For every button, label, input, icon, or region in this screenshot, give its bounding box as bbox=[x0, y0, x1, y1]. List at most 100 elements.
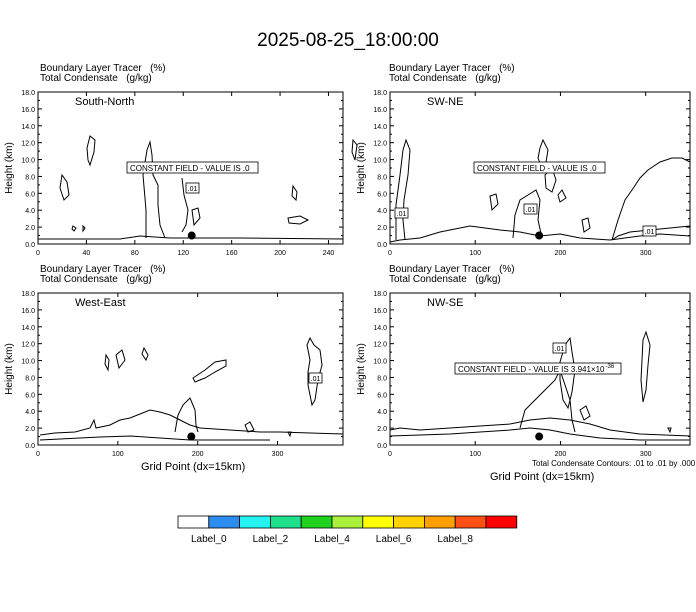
panel-4-tracer-label: Boundary Layer Tracer (%) bbox=[389, 264, 515, 275]
ytick-label: 4.0 bbox=[377, 208, 387, 215]
contour-label-box bbox=[308, 372, 323, 384]
ytick-label: 6.0 bbox=[377, 191, 387, 198]
contour-note: Total Condensate Contours: .01 to .01 by… bbox=[532, 459, 696, 468]
contour-label: .01 bbox=[308, 372, 323, 384]
xtick-label: 200 bbox=[274, 250, 286, 257]
xtick-label: 300 bbox=[640, 451, 652, 458]
p2-right-cloud bbox=[611, 157, 691, 241]
ytick-label: 12.0 bbox=[373, 342, 387, 349]
ytick-label: 6.0 bbox=[25, 191, 35, 198]
xtick-label: 300 bbox=[640, 250, 652, 257]
ytick-label: 16.0 bbox=[373, 107, 387, 114]
xtick-label: 200 bbox=[555, 250, 567, 257]
colorbar-cell bbox=[423, 515, 456, 529]
ytick-label: 14.0 bbox=[21, 124, 35, 131]
panel-4: 0.0 2.0 4.0 6.0 8.0 10.0 12.0 14.0 16.0 18.0 0 100 2… bbox=[356, 291, 691, 458]
panel-2-tracer-label: Boundary Layer Tracer (%) bbox=[389, 63, 515, 74]
ytick-label: 18.0 bbox=[373, 90, 387, 97]
p3-cell-c bbox=[141, 346, 149, 362]
constant-field-text: CONSTANT FIELD - VALUE IS .0 bbox=[477, 164, 597, 173]
ytick-label: 8.0 bbox=[25, 375, 35, 382]
contour-lines bbox=[38, 135, 691, 441]
panel-3-frame bbox=[37, 292, 344, 446]
p2-cell-e bbox=[489, 193, 499, 212]
ytick-label: 12.0 bbox=[21, 141, 35, 148]
contour-label-text: .01 bbox=[188, 186, 198, 193]
p2-central bbox=[512, 189, 543, 239]
colorbar-cell bbox=[331, 515, 364, 529]
p2-left-tower bbox=[395, 138, 411, 241]
contour-label: .01 bbox=[394, 207, 409, 219]
p4-mid-line bbox=[389, 427, 690, 441]
contour-label-box bbox=[642, 225, 657, 237]
panel-3-location-marker bbox=[187, 432, 196, 441]
ytick-label: 10.0 bbox=[373, 359, 387, 366]
constant-field-text: CONSTANT FIELD - VALUE IS 3.941×10 bbox=[458, 365, 605, 374]
colorbar-cell bbox=[177, 515, 210, 529]
colorbar-cell bbox=[208, 515, 241, 529]
panel-4-contours bbox=[389, 330, 691, 441]
panel-1-constant-field-box: CONSTANT FIELD - VALUE IS .0 bbox=[126, 161, 259, 174]
colorbar-label: Label_2 bbox=[253, 534, 289, 545]
ytick-label: 14.0 bbox=[373, 325, 387, 332]
p2-cell-f bbox=[581, 217, 591, 233]
p3-cell-a bbox=[104, 353, 110, 372]
contour-label: .01 bbox=[185, 182, 200, 194]
contour-label-box bbox=[552, 342, 567, 354]
ytick-label: 16.0 bbox=[21, 308, 35, 315]
xtick-label: 0 bbox=[36, 250, 40, 257]
ytick-label: 0.0 bbox=[25, 443, 35, 450]
contour-label-text: .01 bbox=[526, 207, 536, 214]
panel-4-location-marker bbox=[535, 432, 544, 441]
colorbar-cell bbox=[454, 515, 487, 529]
panel-2: 0.0 2.0 4.0 6.0 8.0 10.0 12.0 14.0 16.0 18.0 0 100 2… bbox=[356, 90, 691, 257]
p1-ground-line bbox=[38, 235, 344, 240]
p2-ground-line bbox=[389, 225, 691, 243]
ytick-label: 0.0 bbox=[25, 242, 35, 249]
constant-field-text: CONSTANT FIELD - VALUE IS .0 bbox=[130, 164, 250, 173]
ytick-label: 8.0 bbox=[377, 375, 387, 382]
colorbar-label: Label_4 bbox=[314, 534, 350, 545]
ytick-label: 10.0 bbox=[21, 158, 35, 165]
panel-2-name: SW-NE bbox=[427, 96, 463, 108]
contour-label: .01 bbox=[523, 203, 538, 215]
ytick-label: 18.0 bbox=[21, 291, 35, 298]
panel-4-ylabel: Height (km) bbox=[356, 343, 367, 395]
panel-4-condensate-label: Total Condensate (g/kg) bbox=[389, 274, 501, 285]
ytick-label: 4.0 bbox=[25, 409, 35, 416]
p1-cell-e bbox=[291, 184, 298, 202]
p2-cell-g bbox=[557, 189, 567, 203]
constant-field-exponent: -36 bbox=[606, 364, 615, 370]
contour-label: .01 bbox=[552, 342, 567, 354]
ytick-label: 0.0 bbox=[377, 443, 387, 450]
ytick-label: 12.0 bbox=[373, 141, 387, 148]
p3-cell-g bbox=[287, 431, 292, 438]
panel-1-condensate-label: Total Condensate (g/kg) bbox=[40, 73, 152, 84]
p4-central bbox=[519, 368, 576, 433]
ytick-label: 18.0 bbox=[373, 291, 387, 298]
xtick-label: 100 bbox=[112, 451, 124, 458]
contour-label-box bbox=[394, 207, 409, 219]
colorbar-label: Label_8 bbox=[437, 534, 473, 545]
xtick-label: 100 bbox=[469, 451, 481, 458]
p3-near-surface bbox=[39, 435, 270, 441]
p4-right-tower bbox=[640, 330, 651, 403]
p2-right-edge bbox=[611, 225, 691, 241]
panel-3-ylabel: Height (km) bbox=[4, 343, 15, 395]
ytick-label: 16.0 bbox=[373, 308, 387, 315]
xtick-label: 160 bbox=[226, 250, 238, 257]
panel-2-condensate-label: Total Condensate (g/kg) bbox=[389, 73, 501, 84]
xtick-label: 300 bbox=[272, 451, 284, 458]
panel-4-name: NW-SE bbox=[427, 297, 463, 309]
panel-3-condensate-label: Total Condensate (g/kg) bbox=[40, 274, 152, 285]
p3-cell-f bbox=[244, 421, 255, 433]
annotations: .01 CONSTANT FIELD - VALUE IS .0 .01 .01 .01… bbox=[126, 161, 657, 384]
xtick-label: 100 bbox=[469, 250, 481, 257]
p1-cloud-tower bbox=[142, 140, 166, 239]
ytick-label: 10.0 bbox=[21, 359, 35, 366]
constant-field-frame bbox=[126, 161, 259, 174]
xlabel-bottom-left: Grid Point (dx=15km) bbox=[141, 461, 246, 473]
p1-cell-b bbox=[59, 173, 70, 201]
xlabel-bottom-right: Grid Point (dx=15km) bbox=[490, 471, 595, 483]
ytick-label: 2.0 bbox=[25, 426, 35, 433]
